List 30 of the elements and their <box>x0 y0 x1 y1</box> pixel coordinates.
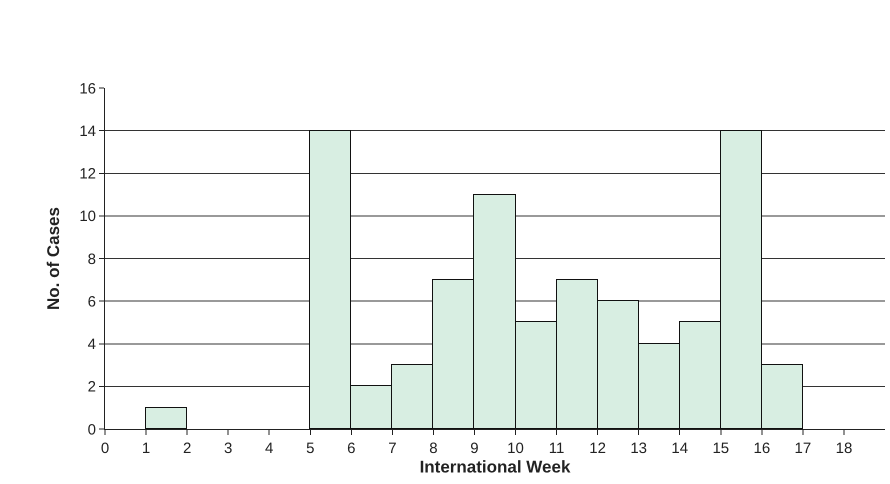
x-tick-label: 0 <box>100 440 110 457</box>
x-tick-label: 9 <box>470 440 479 457</box>
x-tick-label: 12 <box>589 440 606 457</box>
y-tick-label: 0 <box>88 421 96 438</box>
x-tick-label: 1 <box>142 440 150 457</box>
y-tick-label: 6 <box>88 293 96 310</box>
x-tick-label: 11 <box>548 440 564 457</box>
y-tick-label: 4 <box>88 336 96 353</box>
x-tick-label: 8 <box>429 440 438 457</box>
x-tick-label: 6 <box>347 440 356 457</box>
y-tick-label: 16 <box>79 80 96 98</box>
x-axis-title: International Week <box>420 457 571 476</box>
x-tick-label: 4 <box>265 440 274 457</box>
x-tick-label: 5 <box>306 440 314 457</box>
x-tick-label: 16 <box>753 440 770 457</box>
y-tick-label: 8 <box>88 250 96 268</box>
x-tick-label: 14 <box>671 440 688 457</box>
y-tick-label: 2 <box>88 378 96 396</box>
x-tick-label: 2 <box>182 440 192 457</box>
x-tick-label: 10 <box>507 440 524 457</box>
x-tick-label: 13 <box>630 440 648 457</box>
x-tick-label: 18 <box>836 440 852 457</box>
y-axis-title: No. of Cases <box>44 207 63 310</box>
y-tick-label: 10 <box>79 208 96 226</box>
x-tick-label: 7 <box>388 440 397 457</box>
y-tick-label: 12 <box>79 166 96 182</box>
y-tick-label: 14 <box>79 122 96 140</box>
x-tick-label: 15 <box>712 440 730 457</box>
x-tick-label: 3 <box>224 440 232 457</box>
x-tick-label: 17 <box>794 440 812 457</box>
